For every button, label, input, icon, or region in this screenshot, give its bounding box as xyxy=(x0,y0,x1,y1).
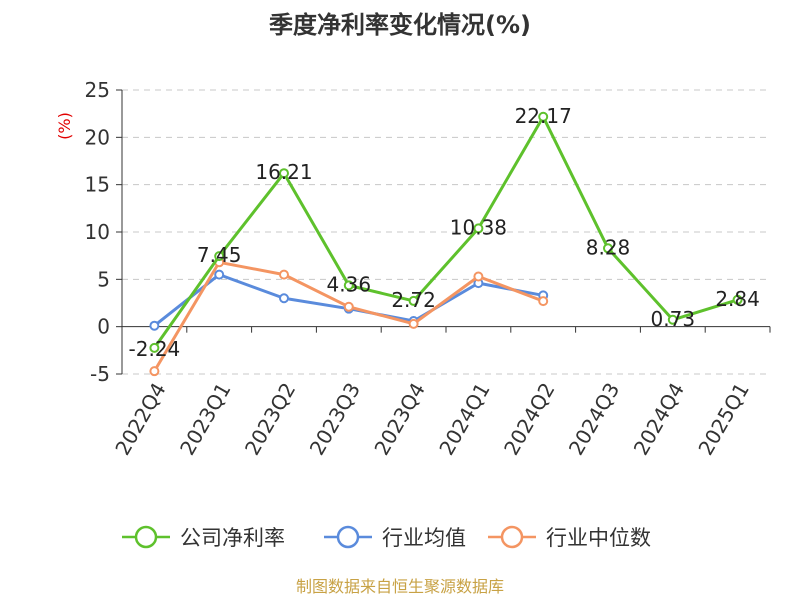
x-tick-label: 2024Q1 xyxy=(434,379,494,460)
data-label: 16.21 xyxy=(255,160,312,184)
data-point xyxy=(279,269,289,280)
y-axis-label: (%) xyxy=(55,112,74,140)
data-point xyxy=(343,280,354,291)
data-point xyxy=(343,301,354,312)
x-tick-label: 2023Q3 xyxy=(305,379,365,460)
data-point xyxy=(473,271,484,282)
data-label: -2.24 xyxy=(129,337,181,361)
data-label: 8.28 xyxy=(586,235,631,259)
x-tick-labels: 2022Q4 2023Q1 2023Q2 2023Q3 2023Q4 2024Q1 2024… xyxy=(110,379,754,460)
legend-marker xyxy=(500,525,524,549)
y-tick-label: 0 xyxy=(97,315,110,339)
data-labels: -2.24 7.45 16.21 4.36 2.72 10.38 22.17 8.28 0.73… xyxy=(129,104,760,361)
legend-label: 公司净利率 xyxy=(180,526,285,550)
data-point xyxy=(279,293,289,304)
data-point xyxy=(473,223,484,234)
legend-marker xyxy=(336,525,360,549)
legend-item: 行业中位数 xyxy=(488,525,651,550)
data-point xyxy=(667,314,678,325)
data-point xyxy=(408,295,419,306)
legend-marker xyxy=(134,525,158,549)
legend: 公司净利率 行业均值 行业中位数 xyxy=(122,525,651,550)
data-point xyxy=(408,318,419,329)
y-tick-label: -5 xyxy=(90,362,110,386)
data-point xyxy=(732,294,743,305)
x-tick-label: 2024Q3 xyxy=(564,379,624,460)
y-tick-label: 5 xyxy=(97,267,110,291)
x-tick-label: 2023Q4 xyxy=(369,379,429,460)
data-label: 0.73 xyxy=(651,307,696,331)
data-label: 2.72 xyxy=(391,288,436,312)
y-tick-label: 20 xyxy=(85,125,110,149)
x-tick-label: 2023Q1 xyxy=(175,379,235,460)
x-tick-label: 2024Q2 xyxy=(499,379,559,460)
x-tick-label: 2023Q2 xyxy=(240,379,300,460)
legend-item: 行业均值 xyxy=(324,525,466,550)
legend-label: 行业中位数 xyxy=(546,526,651,550)
axes xyxy=(116,89,771,375)
legend-label: 行业均值 xyxy=(382,526,466,550)
data-point xyxy=(149,366,160,377)
x-tick-label: 2024Q4 xyxy=(629,379,689,460)
x-tick-label: 2025Q1 xyxy=(693,379,753,460)
grid-lines xyxy=(122,89,770,375)
source-note: 制图数据来自恒生聚源数据库 xyxy=(296,577,504,596)
data-point xyxy=(214,251,225,262)
data-label: 4.36 xyxy=(327,272,372,296)
data-point xyxy=(149,320,160,331)
y-tick-label: 10 xyxy=(85,220,110,244)
data-label: 2.84 xyxy=(715,287,760,311)
data-point xyxy=(603,243,613,254)
series-line xyxy=(153,115,739,349)
chart-title: 季度净利率变化情况(%) xyxy=(269,11,531,39)
y-tick-label: 15 xyxy=(85,173,110,197)
legend-item: 公司净利率 xyxy=(122,525,285,550)
y-tick-label: 25 xyxy=(85,78,110,102)
data-point xyxy=(214,269,225,280)
data-label: 10.38 xyxy=(450,215,507,239)
data-point xyxy=(149,342,160,353)
x-tick-label: 2022Q4 xyxy=(110,379,170,460)
data-label: 7.45 xyxy=(197,243,242,267)
series-lines xyxy=(149,111,743,377)
data-point xyxy=(538,111,549,122)
y-tick-labels: 25 20 15 10 5 0 -5 xyxy=(85,78,110,386)
data-label: 22.17 xyxy=(515,104,572,128)
data-point xyxy=(538,296,549,307)
data-point xyxy=(279,168,289,179)
